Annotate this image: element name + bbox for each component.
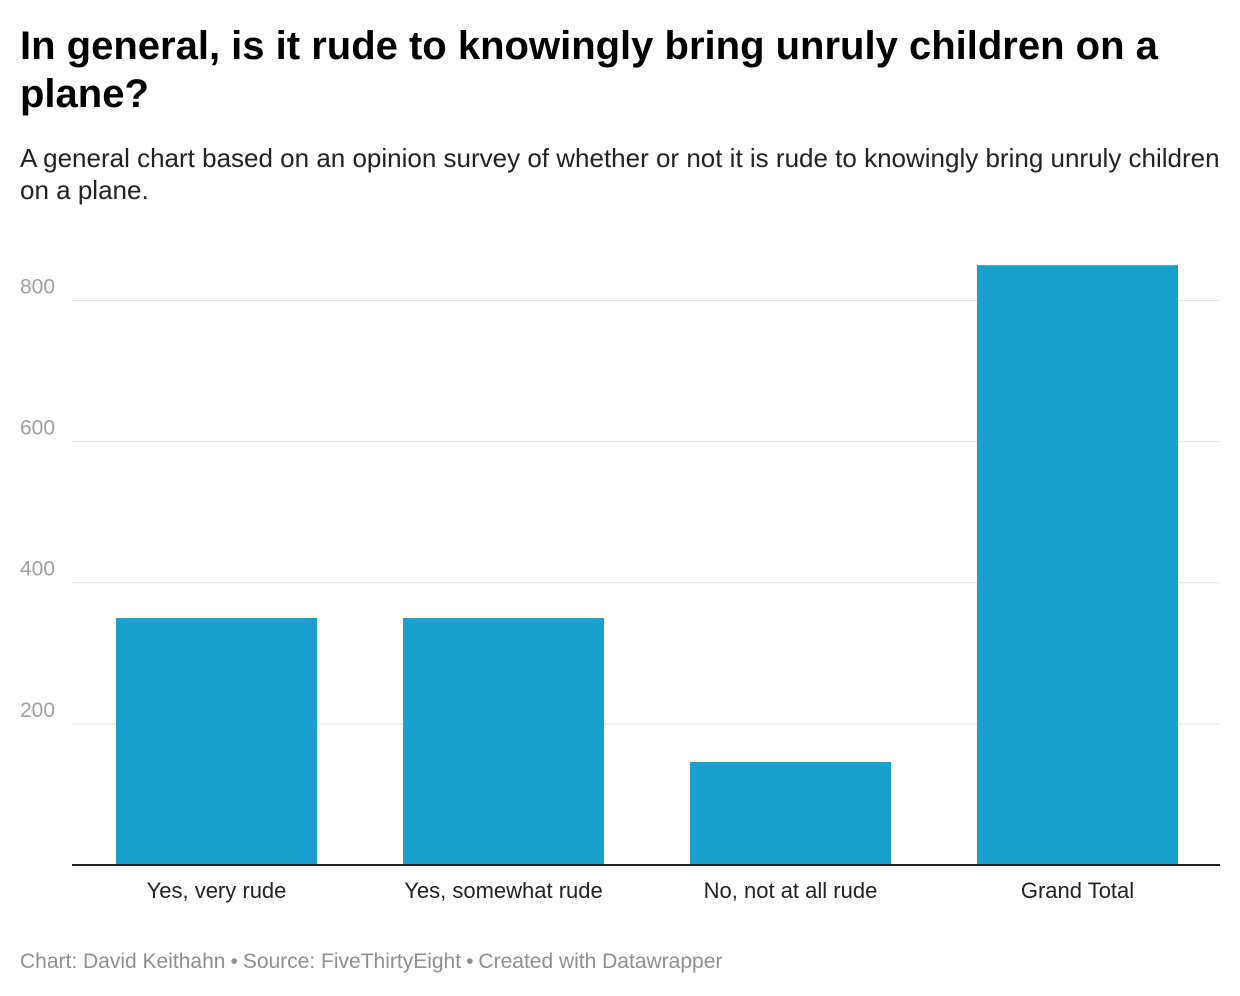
chart-subtitle: A general chart based on an opinion surv… — [20, 143, 1220, 205]
y-tick-label: 600 — [20, 417, 55, 440]
bar — [977, 265, 1178, 865]
x-tick-label: Grand Total — [1021, 878, 1134, 903]
x-tick-label: Yes, somewhat rude — [404, 878, 603, 903]
bar — [116, 618, 317, 865]
y-tick-label: 400 — [20, 558, 55, 581]
chart-footer: Chart: David Keithahn • Source: FiveThirty… — [20, 948, 722, 976]
created-with: Created with Datawrapper — [478, 950, 723, 973]
bar — [403, 618, 604, 865]
footer-separator: • — [230, 950, 238, 973]
bars — [116, 265, 1178, 865]
bar-chart: 200 400 600 800 Yes, very rude Yes, somewhat… — [20, 265, 1220, 903]
chart-source: Source: FiveThirtyEight — [242, 950, 462, 973]
x-tick-label: Yes, very rude — [147, 878, 287, 903]
bar — [690, 761, 891, 865]
category-labels: Yes, very rude Yes, somewhat rude No, not … — [147, 878, 1135, 903]
chart-credit: Chart: David Keithahn — [20, 950, 226, 973]
x-tick-label: No, not at all rude — [704, 878, 878, 903]
y-tick-label: 200 — [20, 699, 55, 722]
footer-separator: • — [466, 950, 474, 973]
chart-title: In general, is it rude to knowingly brin… — [20, 24, 1158, 116]
y-tick-label: 800 — [20, 275, 55, 298]
